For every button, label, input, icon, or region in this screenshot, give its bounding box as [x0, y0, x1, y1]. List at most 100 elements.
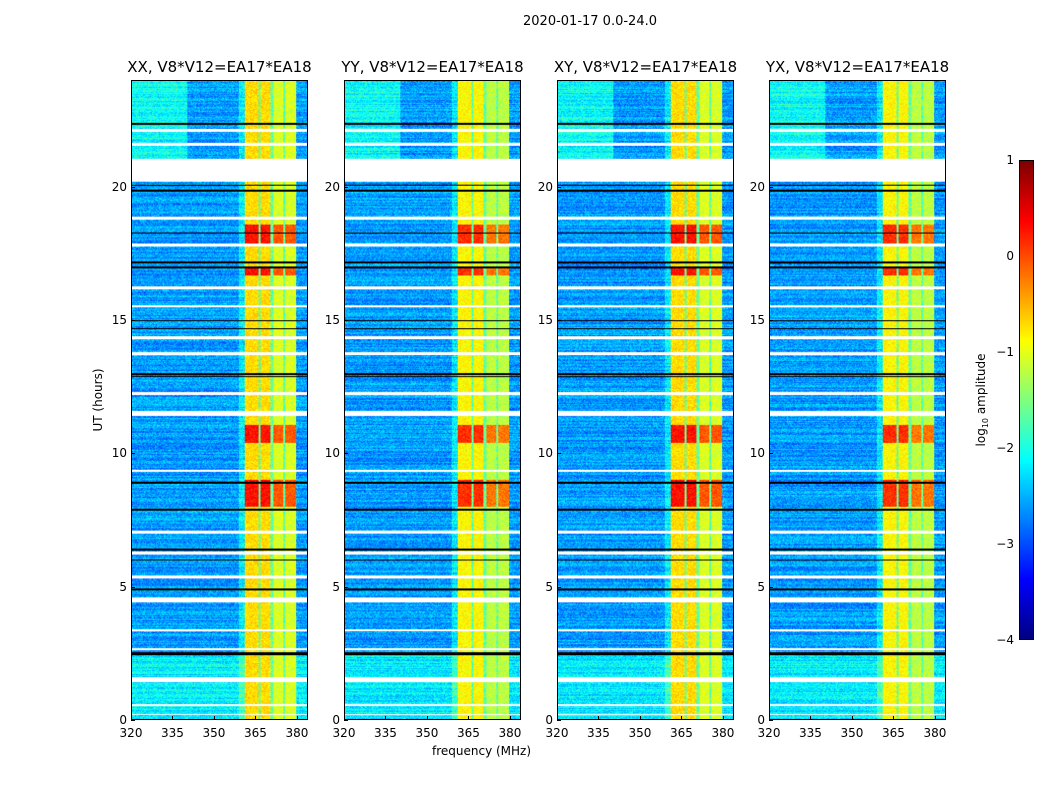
y-tick-mark	[557, 186, 561, 188]
y-tick-label: 20	[324, 179, 340, 194]
y-tick-mark	[769, 453, 773, 455]
x-tick-label: 335	[587, 726, 610, 740]
x-tick-label: 320	[332, 726, 356, 740]
y-tick-mark	[131, 586, 135, 588]
x-tick-label: 365	[670, 726, 693, 740]
x-tick-label: 320	[757, 726, 781, 740]
x-tick-label: 335	[799, 726, 822, 740]
y-tick-mark	[769, 320, 773, 321]
spectrogram-heatmap	[132, 81, 307, 719]
y-tick-mark	[344, 720, 348, 721]
colorbar-label: log10 amplitude	[973, 353, 991, 447]
y-tick-label: 20	[111, 179, 127, 194]
x-tick-label: 380	[711, 726, 735, 740]
colorbar-tick-label: −1	[996, 345, 1014, 359]
x-tick-label: 380	[498, 726, 522, 740]
panel-title: XX, V8*V12=EA17*EA18	[127, 58, 312, 76]
colorbar	[1019, 160, 1034, 640]
panel-title: YX, V8*V12=EA17*EA18	[765, 58, 950, 76]
x-tick-label: 365	[882, 726, 905, 740]
y-tick-mark	[344, 320, 348, 321]
x-tick-mark	[598, 716, 600, 720]
x-tick-mark	[172, 716, 174, 720]
spectrogram-heatmap	[558, 81, 733, 719]
x-tick-mark	[296, 716, 298, 720]
x-tick-label: 335	[374, 726, 397, 740]
spectrogram-heatmap	[345, 81, 520, 719]
y-tick-label: 15	[749, 313, 765, 327]
y-tick-label: 5	[119, 579, 127, 594]
colorbar-tick-label: −3	[996, 537, 1014, 551]
y-tick-label: 10	[324, 446, 340, 461]
figure-title: 2020-01-17 0.0-24.0	[523, 14, 657, 29]
x-axis-label: frequency (MHz)	[432, 744, 532, 758]
x-tick-mark	[385, 716, 387, 720]
colorbar-tick-label: 0	[1006, 249, 1014, 263]
y-tick-mark	[769, 586, 773, 588]
spectrogram-heatmap	[770, 81, 945, 719]
x-tick-label: 350	[840, 726, 864, 740]
y-tick-label: 20	[537, 179, 553, 194]
colorbar-tick-label: −2	[996, 441, 1014, 455]
colorbar-tick-label: 1	[1006, 153, 1014, 167]
y-tick-mark	[557, 320, 561, 321]
y-tick-label: 0	[119, 713, 127, 727]
y-tick-mark	[344, 586, 348, 588]
x-tick-mark	[255, 716, 257, 720]
x-tick-label: 365	[244, 726, 267, 740]
x-tick-mark	[893, 716, 895, 720]
y-tick-mark	[557, 586, 561, 588]
y-tick-mark	[131, 186, 135, 188]
x-tick-mark	[213, 716, 215, 720]
y-tick-label: 0	[757, 713, 765, 727]
x-tick-label: 350	[415, 726, 439, 740]
y-tick-label: 5	[757, 579, 765, 594]
y-tick-mark	[769, 186, 773, 188]
spectrogram-panel	[769, 80, 946, 720]
y-tick-label: 5	[545, 579, 553, 594]
y-tick-label: 5	[332, 579, 340, 594]
panel-title: XY, V8*V12=EA17*EA18	[553, 58, 738, 76]
y-tick-mark	[769, 720, 773, 721]
x-tick-mark	[851, 716, 853, 720]
x-tick-mark	[344, 716, 345, 720]
y-tick-mark	[344, 453, 348, 455]
y-tick-label: 0	[332, 713, 340, 727]
y-tick-label: 15	[324, 313, 340, 327]
x-tick-mark	[509, 716, 511, 720]
x-tick-mark	[131, 716, 132, 720]
x-tick-label: 350	[628, 726, 652, 740]
y-tick-label: 15	[111, 313, 127, 327]
x-tick-mark	[810, 716, 812, 720]
spectrogram-panel	[344, 80, 521, 720]
x-tick-label: 320	[119, 726, 143, 740]
x-tick-mark	[557, 716, 558, 720]
y-tick-mark	[131, 453, 135, 455]
y-tick-label: 10	[749, 446, 765, 461]
x-tick-mark	[468, 716, 470, 720]
y-tick-label: 20	[749, 179, 765, 194]
y-tick-label: 10	[537, 446, 553, 461]
y-tick-label: 10	[111, 446, 127, 461]
x-tick-mark	[934, 716, 936, 720]
spectrogram-panel	[131, 80, 308, 720]
x-tick-label: 365	[457, 726, 480, 740]
x-tick-mark	[639, 716, 641, 720]
x-tick-mark	[722, 716, 724, 720]
x-tick-mark	[426, 716, 428, 720]
y-tick-mark	[344, 186, 348, 188]
y-tick-mark	[557, 720, 561, 721]
x-tick-mark	[681, 716, 683, 720]
y-tick-label: 15	[537, 313, 553, 327]
colorbar-tick-label: −4	[996, 633, 1014, 647]
x-tick-label: 335	[161, 726, 184, 740]
y-tick-mark	[131, 720, 135, 721]
x-tick-label: 350	[202, 726, 226, 740]
panel-title: YY, V8*V12=EA17*EA18	[341, 58, 524, 76]
spectrogram-panel	[557, 80, 734, 720]
y-tick-mark	[131, 320, 135, 321]
y-tick-mark	[557, 453, 561, 455]
y-axis-label: UT (hours)	[91, 368, 105, 432]
x-tick-label: 320	[545, 726, 569, 740]
